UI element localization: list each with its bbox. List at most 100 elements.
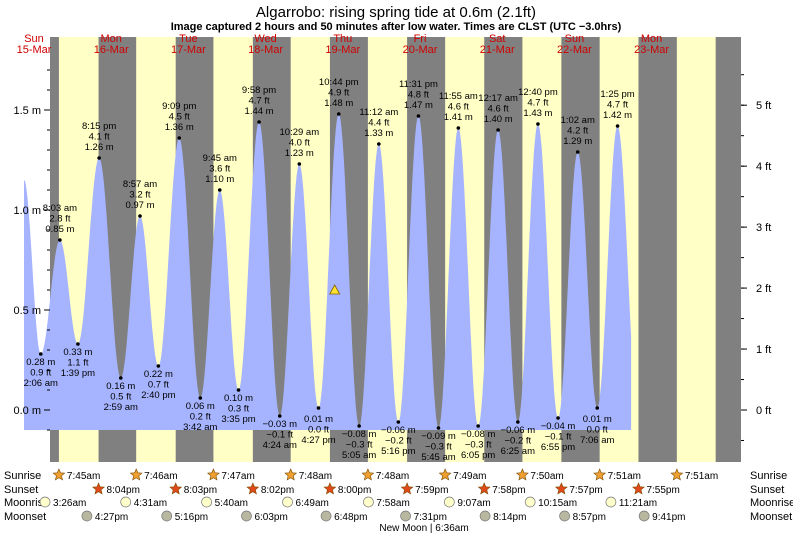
sunrise-row-label-left: Sunrise bbox=[4, 470, 41, 482]
moonrise-time-3: 6:49am bbox=[296, 498, 329, 509]
moonrise-moon-2 bbox=[201, 496, 212, 508]
tide-label-0-2: 2:06 am bbox=[24, 378, 58, 389]
moonrise-time-4: 7:58am bbox=[376, 498, 409, 509]
sunrise-time-1: 7:46am bbox=[144, 471, 177, 482]
tide-label-0-0: 0.28 m bbox=[26, 357, 55, 368]
tide-point-9 bbox=[217, 188, 222, 192]
tide-point-13 bbox=[297, 162, 302, 166]
sunset-star-1 bbox=[169, 482, 183, 495]
tide-label-2-2: 1:39 pm bbox=[61, 368, 95, 379]
moonrise-moon-5 bbox=[443, 496, 455, 508]
tide-point-8 bbox=[198, 396, 203, 400]
day-weekday-0: Sun bbox=[24, 33, 44, 45]
moonset-moon-0 bbox=[81, 510, 93, 522]
tide-label-23-0: 12:17 am bbox=[478, 93, 518, 104]
moonset-moon-6 bbox=[559, 510, 570, 522]
tide-label-19-1: 4.8 ft bbox=[408, 90, 429, 101]
tide-label-9-2: 1.10 m bbox=[205, 174, 234, 185]
sunset-time-7: 7:55pm bbox=[646, 485, 679, 496]
tide-label-13-1: 4.0 ft bbox=[289, 138, 310, 149]
tide-label-18-1: −0.2 ft bbox=[385, 436, 412, 447]
moonset-moon-4 bbox=[400, 510, 411, 522]
right-tick-label-4: 1 ft bbox=[756, 344, 771, 356]
sunrise-star-4 bbox=[361, 468, 375, 481]
tide-label-4-2: 2:59 am bbox=[104, 402, 138, 413]
sunrise-star-7 bbox=[593, 468, 607, 481]
tide-label-28-2: 7:06 am bbox=[580, 435, 614, 446]
day-weekday-6: Sat bbox=[489, 33, 506, 45]
tide-label-7-1: 4.5 ft bbox=[169, 112, 190, 123]
day-date-8: 23-Mar bbox=[634, 44, 669, 56]
moonset-moon-7 bbox=[638, 510, 650, 522]
tide-label-14-0: 0.01 m bbox=[304, 414, 333, 425]
tide-area bbox=[24, 114, 632, 430]
tide-label-11-2: 1.44 m bbox=[245, 106, 274, 117]
tide-label-16-1: −0.3 ft bbox=[346, 440, 373, 451]
tide-label-16-2: 5:05 am bbox=[342, 450, 376, 461]
tide-label-5-2: 0.97 m bbox=[125, 200, 154, 211]
tide-point-0 bbox=[38, 352, 43, 356]
sunrise-time-3: 7:48am bbox=[299, 471, 332, 482]
tide-point-2 bbox=[76, 342, 80, 346]
sunrise-time-7: 7:51am bbox=[608, 471, 641, 482]
moonrise-time-0: 3:26am bbox=[53, 498, 86, 509]
tide-label-15-1: 4.9 ft bbox=[328, 88, 349, 99]
tide-point-28 bbox=[595, 406, 600, 410]
sunrise-star-6 bbox=[515, 468, 529, 481]
tide-label-12-2: 4:24 am bbox=[263, 440, 297, 451]
tide-point-26 bbox=[556, 416, 560, 420]
tide-label-2-0: 0.33 m bbox=[63, 347, 92, 358]
tide-label-3-1: 4.1 ft bbox=[89, 132, 110, 143]
tide-label-15-2: 1.48 m bbox=[324, 98, 353, 109]
sunset-star-6 bbox=[554, 482, 568, 495]
tide-label-19-0: 11:31 pm bbox=[399, 79, 438, 90]
tide-label-9-1: 3.6 ft bbox=[209, 164, 230, 175]
tide-point-6 bbox=[156, 364, 161, 368]
tide-label-10-1: 0.3 ft bbox=[228, 404, 249, 415]
tide-label-29-2: 1.42 m bbox=[603, 110, 632, 121]
sunset-star-2 bbox=[246, 482, 260, 495]
tide-label-20-2: 5:45 am bbox=[421, 452, 455, 463]
tide-point-19 bbox=[416, 114, 421, 118]
tide-label-14-1: 0.0 ft bbox=[308, 425, 329, 436]
tide-point-23 bbox=[496, 128, 500, 132]
moonset-row-label-right: Moonset bbox=[750, 511, 792, 523]
right-tick-label-2: 3 ft bbox=[756, 222, 771, 234]
moonset-moon-2 bbox=[241, 510, 252, 522]
sunrise-star-2 bbox=[206, 468, 220, 481]
moonrise-moon-1 bbox=[120, 496, 132, 508]
moonrise-row-label-left: Moonrise bbox=[4, 497, 49, 509]
tide-label-26-1: −0.1 ft bbox=[545, 432, 572, 443]
tide-label-24-1: −0.2 ft bbox=[504, 436, 531, 447]
left-tick-label-1: 1.0 m bbox=[13, 205, 41, 217]
day-labels: Sun15-MarMon16-MarTue17-MarWed18-MarThu1… bbox=[17, 33, 670, 56]
tide-label-11-1: 4.7 ft bbox=[248, 96, 269, 107]
tide-label-8-2: 3:42 am bbox=[183, 422, 217, 433]
tide-labels: 0.28 m0.9 ft2:06 am 8:03 am2.8 ft0.85 m 0.… bbox=[24, 77, 635, 463]
tide-point-3 bbox=[97, 156, 101, 160]
tide-point-4 bbox=[118, 376, 123, 380]
chart-subtitle: Image captured 2 hours and 50 minutes af… bbox=[171, 21, 622, 33]
moonrise-moon-4 bbox=[363, 496, 374, 508]
sunset-time-2: 8:02pm bbox=[261, 485, 294, 496]
tide-label-6-0: 0.22 m bbox=[144, 369, 173, 380]
moonset-time-2: 6:03pm bbox=[254, 512, 287, 523]
tide-label-25-1: 4.7 ft bbox=[527, 98, 548, 109]
tide-point-17 bbox=[377, 142, 381, 146]
moonset-time-4: 7:31pm bbox=[414, 512, 447, 523]
sunset-star-0 bbox=[92, 482, 106, 495]
current-level-marker bbox=[329, 284, 341, 295]
sunset-time-4: 7:59pm bbox=[415, 485, 448, 496]
sunrise-star-5 bbox=[438, 468, 452, 481]
left-tick-label-2: 0.5 m bbox=[13, 305, 41, 317]
tide-label-8-0: 0.06 m bbox=[186, 401, 215, 412]
tide-label-23-1: 4.6 ft bbox=[488, 104, 509, 115]
sunrise-row-label-right: Sunrise bbox=[750, 470, 787, 482]
sunset-star-4 bbox=[400, 482, 414, 495]
sunrise-time-4: 7:48am bbox=[376, 471, 409, 482]
moon-phase-label: New Moon | 6:36am bbox=[379, 523, 468, 534]
moonrise-row-label-right: Moonrise bbox=[750, 497, 793, 509]
tide-label-20-1: −0.3 ft bbox=[425, 442, 452, 453]
tide-point-25 bbox=[536, 122, 540, 126]
